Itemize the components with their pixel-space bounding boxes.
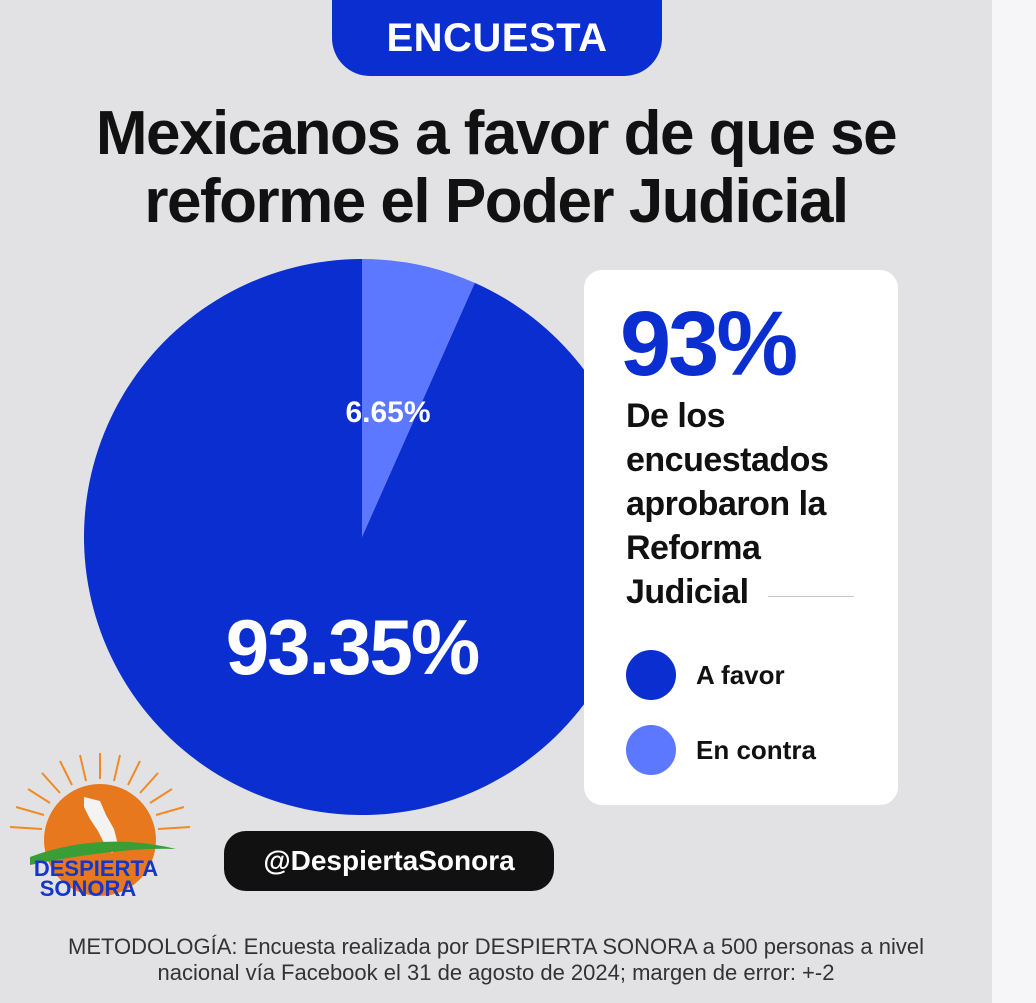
pie-slice-a-favor xyxy=(83,259,640,815)
pie-chart: 6.65% 93.35% xyxy=(83,259,640,815)
result-card: 93% De los encuestados aprobaron la Refo… xyxy=(584,270,898,805)
green-swoosh-icon xyxy=(30,841,176,865)
sonora-map-icon xyxy=(84,797,118,853)
legend-swatch-a-favor xyxy=(626,650,676,700)
legend-item-en-contra: En contra xyxy=(626,725,816,775)
pie-label-a-favor: 93.35% xyxy=(226,603,479,691)
footer-line-2: nacional vía Facebook el 31 de agosto de… xyxy=(157,960,835,985)
legend-item-a-favor: A favor xyxy=(626,650,785,700)
despierta-sonora-logo: DESPIERTA SONORA xyxy=(9,753,191,901)
sun-icon xyxy=(44,784,156,896)
logo-line-2: SONORA xyxy=(40,876,137,901)
pie-label-en-contra: 6.65% xyxy=(345,396,430,429)
legend-label-a-favor: A favor xyxy=(696,659,785,690)
social-handle: @DespiertaSonora xyxy=(224,831,554,891)
legend-label-en-contra: En contra xyxy=(696,734,816,765)
pie-slice-en-contra xyxy=(362,259,475,537)
description-line: De los xyxy=(626,397,726,435)
methodology-footer: METODOLOGÍA: Encuesta realizada por DESP… xyxy=(0,934,992,986)
right-margin xyxy=(992,0,1036,1003)
divider-line xyxy=(768,596,854,597)
title-line-2: reforme el Poder Judicial xyxy=(144,167,849,236)
result-description: De los encuestados aprobaron la Reforma … xyxy=(626,394,876,614)
description-line: Reforma xyxy=(626,529,761,567)
headline-percentage: 93% xyxy=(620,293,798,395)
logo-line-1: DESPIERTA xyxy=(34,856,158,881)
legend-swatch-en-contra xyxy=(626,725,676,775)
title-line-1: Mexicanos a favor de que se xyxy=(95,99,898,168)
page-title: Mexicanos a favor de que se reforme el P… xyxy=(0,100,992,236)
description-line: aprobaron la xyxy=(626,485,826,523)
sun-rays-icon xyxy=(9,753,191,830)
description-line: Judicial xyxy=(626,573,749,611)
footer-line-1: METODOLOGÍA: Encuesta realizada por DESP… xyxy=(68,934,924,959)
description-line: encuestados xyxy=(626,441,829,479)
encuesta-badge: ENCUESTA xyxy=(332,0,662,76)
